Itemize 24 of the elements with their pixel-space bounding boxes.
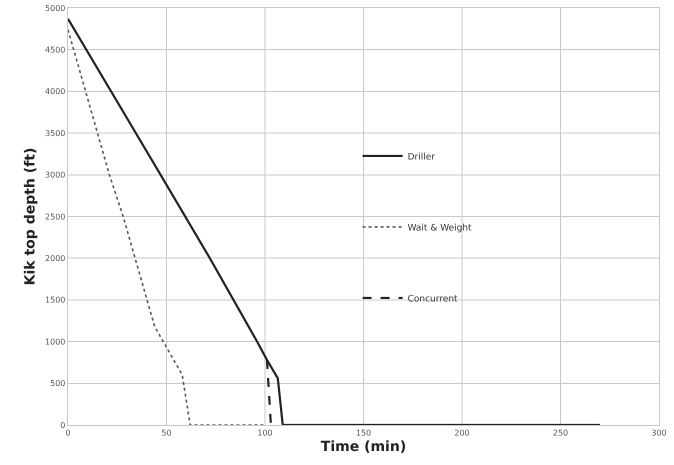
x-tick-label: 300 bbox=[651, 428, 667, 438]
y-tick-label: 2000 bbox=[45, 254, 66, 263]
line-series bbox=[68, 28, 266, 425]
x-tick-label: 50 bbox=[161, 428, 172, 438]
legend-label: Concurrent bbox=[408, 294, 458, 304]
y-tick-label: 500 bbox=[50, 379, 66, 388]
y-tick-label: 1500 bbox=[45, 296, 66, 305]
y-tick-label: 0 bbox=[60, 420, 66, 430]
legend-label: Wait & Weight bbox=[408, 223, 472, 234]
y-tick-label: 3000 bbox=[45, 170, 66, 180]
y-tick-label: 2500 bbox=[45, 212, 66, 222]
line-series bbox=[68, 18, 601, 425]
y-tick-label: 1000 bbox=[45, 337, 66, 346]
y-tick-label: 3500 bbox=[45, 128, 66, 138]
x-axis-title: Time (min) bbox=[320, 438, 406, 455]
y-tick-label: 5000 bbox=[45, 4, 66, 13]
y-axis-title: Kik top depth (ft) bbox=[22, 148, 39, 286]
legend-label: Driller bbox=[408, 152, 436, 162]
x-tick-label: 150 bbox=[356, 428, 372, 438]
y-tick-label: 4000 bbox=[45, 87, 66, 96]
y-tick-label: 4500 bbox=[45, 46, 66, 54]
x-tick-label: 250 bbox=[552, 428, 568, 438]
x-tick-label: 200 bbox=[454, 428, 470, 438]
x-tick-label: 100 bbox=[257, 428, 273, 438]
